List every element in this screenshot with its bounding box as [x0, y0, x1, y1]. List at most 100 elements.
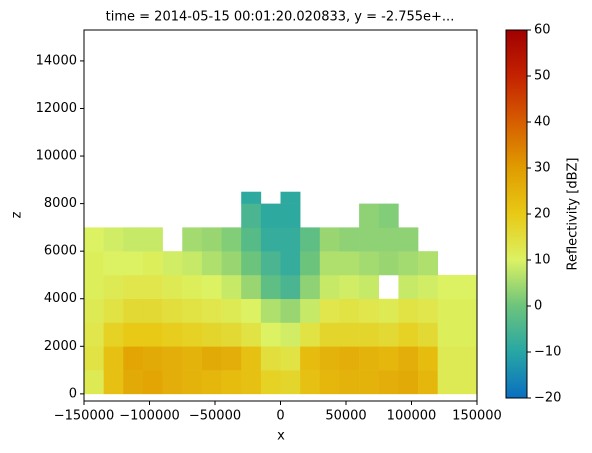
mesh-cell — [378, 227, 399, 252]
mesh-cell — [437, 274, 458, 300]
mesh-cell — [398, 298, 419, 323]
mesh-cell — [162, 251, 183, 276]
mesh-cell — [418, 322, 438, 347]
mesh-cell — [300, 251, 321, 276]
y-tick-label: 10000 — [36, 149, 77, 164]
mesh-cell — [437, 322, 458, 347]
mesh-cell — [241, 227, 262, 252]
mesh-cell — [319, 370, 340, 395]
mesh-cell — [319, 227, 340, 252]
mesh-cell — [280, 251, 301, 276]
mesh-cell — [398, 274, 419, 300]
mesh-cell — [142, 251, 163, 276]
mesh-cell — [437, 346, 458, 371]
y-tick-label: 0 — [69, 386, 77, 401]
mesh-cell — [378, 346, 399, 371]
colorbar-tick-label: 0 — [534, 299, 542, 314]
mesh-cell — [339, 346, 360, 371]
y-tick-label: 6000 — [44, 244, 77, 259]
mesh-cell — [241, 203, 262, 228]
mesh-cell — [359, 251, 380, 276]
mesh-cell — [182, 274, 203, 300]
mesh-cell — [457, 370, 478, 395]
mesh-cell — [457, 274, 478, 300]
x-tick-label: 50000 — [325, 409, 366, 424]
mesh-cell — [437, 298, 458, 323]
mesh-cell — [142, 274, 163, 300]
y-tick-label: 2000 — [44, 339, 77, 354]
colorbar-tick-label: 10 — [534, 253, 551, 268]
mesh-cell — [260, 298, 281, 323]
mesh-cell — [221, 251, 242, 276]
mesh-cell — [162, 322, 183, 347]
mesh-cell — [378, 298, 399, 323]
mesh-cell — [123, 298, 144, 323]
mesh-cell — [398, 227, 419, 252]
mesh-cell — [142, 227, 163, 252]
mesh-cell — [123, 274, 144, 300]
mesh-cell — [359, 227, 380, 252]
mesh-cell — [418, 251, 438, 276]
mesh-cell — [241, 346, 262, 371]
mesh-cell — [103, 227, 124, 252]
mesh-cell — [260, 274, 281, 300]
mesh-cell — [241, 370, 262, 395]
colorbar-tick-label: 20 — [534, 207, 551, 222]
mesh-cell — [182, 322, 203, 347]
mesh-cell — [437, 370, 458, 395]
mesh-cell — [103, 370, 124, 395]
x-tick-label: 150000 — [452, 409, 502, 424]
mesh-cell — [84, 274, 104, 300]
y-axis-label: z — [10, 211, 25, 218]
mesh-cell — [260, 251, 281, 276]
mesh-cell — [398, 370, 419, 395]
mesh-cell — [182, 227, 203, 252]
mesh-cell — [84, 298, 104, 323]
chart-title: time = 2014-05-15 00:01:20.020833, y = -… — [106, 10, 455, 25]
mesh-cell — [162, 346, 183, 371]
mesh-cell — [319, 251, 340, 276]
mesh-cell — [280, 346, 301, 371]
mesh-cell — [339, 274, 360, 300]
mesh-cell — [378, 322, 399, 347]
mesh-cell — [260, 227, 281, 252]
mesh-cell — [398, 322, 419, 347]
mesh-cell — [103, 274, 124, 300]
mesh-cell — [123, 370, 144, 395]
colorbar-tick-label: −10 — [534, 345, 561, 360]
mesh-cell — [378, 251, 399, 276]
mesh-cell — [142, 322, 163, 347]
x-tick-label: −50000 — [189, 409, 241, 424]
mesh-cell — [418, 298, 438, 323]
mesh-cell — [418, 370, 438, 395]
mesh-cell — [319, 298, 340, 323]
mesh-cell — [162, 370, 183, 395]
mesh-cell — [359, 203, 380, 228]
mesh-cell — [241, 191, 262, 204]
mesh-cell — [84, 251, 104, 276]
mesh-cell — [457, 322, 478, 347]
mesh-cell — [182, 370, 203, 395]
mesh-cell — [280, 370, 301, 395]
mesh-cell — [84, 322, 104, 347]
mesh-cell — [319, 274, 340, 300]
mesh-cell — [142, 346, 163, 371]
mesh-cell — [201, 346, 222, 371]
x-axis-label: x — [277, 429, 285, 444]
mesh-cell — [280, 298, 301, 323]
mesh-cell — [280, 322, 301, 347]
colorbar-tick-label: 40 — [534, 115, 551, 130]
mesh-cell — [201, 227, 222, 252]
mesh-cell — [182, 251, 203, 276]
mesh-cell — [300, 274, 321, 300]
y-tick-label: 8000 — [44, 196, 77, 211]
mesh-cell — [221, 298, 242, 323]
mesh-cell — [378, 370, 399, 395]
mesh-cell — [398, 346, 419, 371]
mesh-cell — [241, 298, 262, 323]
mesh-cell — [359, 346, 380, 371]
colorbar-label: Reflectivity [dBZ] — [566, 158, 581, 271]
mesh-cell — [260, 203, 281, 228]
mesh-cell — [339, 298, 360, 323]
